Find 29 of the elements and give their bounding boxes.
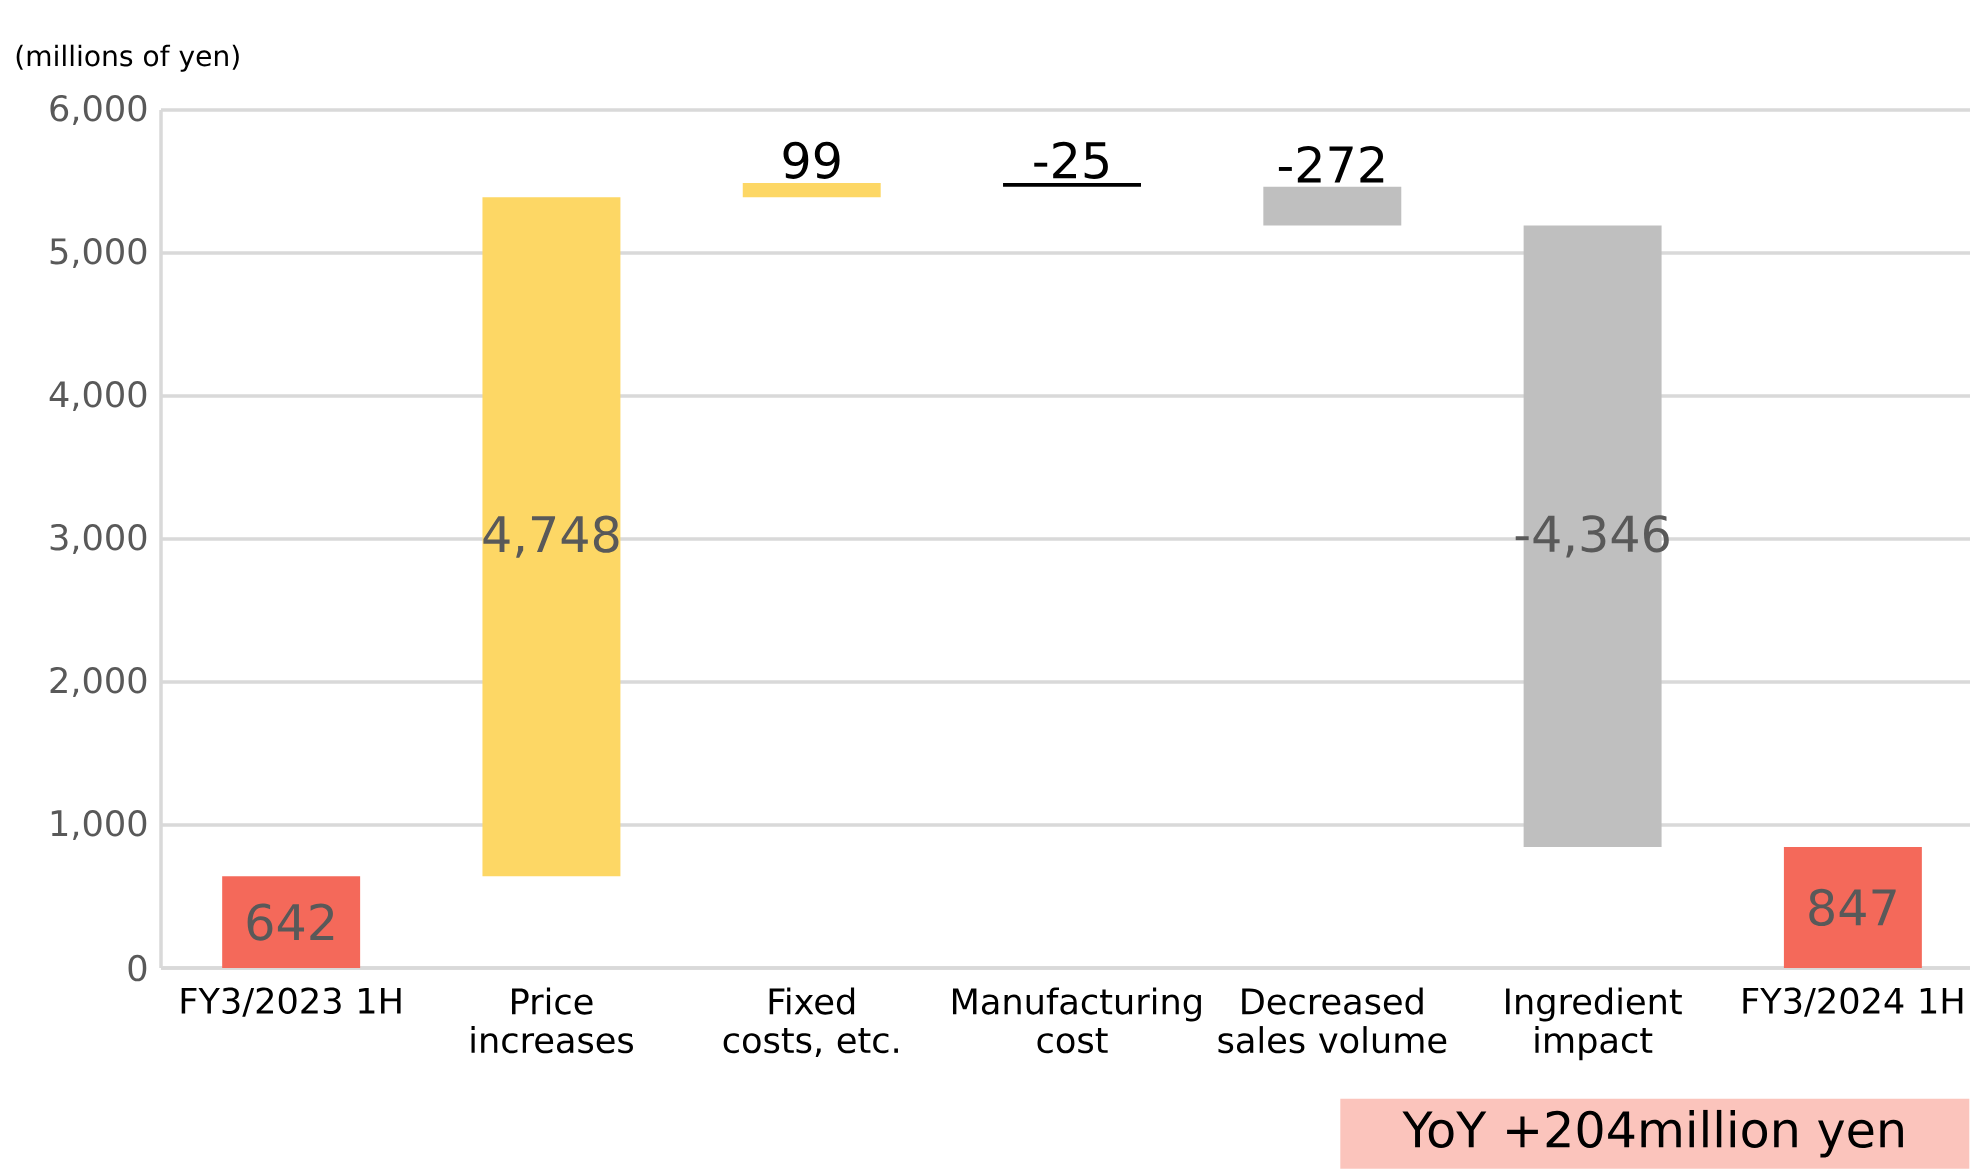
y-tick-label: 0 bbox=[128, 954, 147, 982]
data-label: -4,346 bbox=[1515, 515, 1669, 558]
y-tick-label: 6,000 bbox=[50, 94, 147, 126]
data-label: -272 bbox=[1278, 145, 1384, 183]
text: YoY +204million yen bbox=[1402, 1109, 1903, 1158]
data-label: 4,748 bbox=[483, 515, 619, 558]
data-label: 847 bbox=[1809, 888, 1896, 927]
y-tick-label: 1,000 bbox=[51, 809, 147, 841]
data-label: 642 bbox=[247, 903, 334, 941]
x-tick-label: Manufacturing cost bbox=[952, 987, 1201, 1054]
bar bbox=[742, 183, 881, 198]
bar bbox=[1783, 846, 1922, 968]
x-tick-label: Fixed costs, etc. bbox=[723, 987, 898, 1057]
y-tick-label: 2,000 bbox=[50, 666, 147, 698]
bar bbox=[222, 876, 361, 968]
bar bbox=[482, 197, 621, 877]
y-tick-label: 5,000 bbox=[50, 237, 147, 269]
data-label: 99 bbox=[783, 141, 840, 179]
y-axis-title: (millions of yen) bbox=[16, 44, 239, 72]
x-tick-label: Decreased sales volume bbox=[1218, 987, 1447, 1054]
x-tick-label: FY3/2024 1H bbox=[1743, 987, 1963, 1017]
x-tick-label: FY3/2023 1H bbox=[181, 987, 401, 1017]
y-tick-label: 3,000 bbox=[50, 523, 147, 555]
y-tick-label: 4,000 bbox=[49, 380, 147, 412]
x-tick-label: Ingredient impact bbox=[1506, 987, 1682, 1061]
data-label: -25 bbox=[1034, 141, 1108, 179]
x-tick-label: Price increases bbox=[471, 987, 633, 1054]
bar bbox=[1003, 183, 1141, 187]
bar bbox=[1263, 186, 1402, 226]
